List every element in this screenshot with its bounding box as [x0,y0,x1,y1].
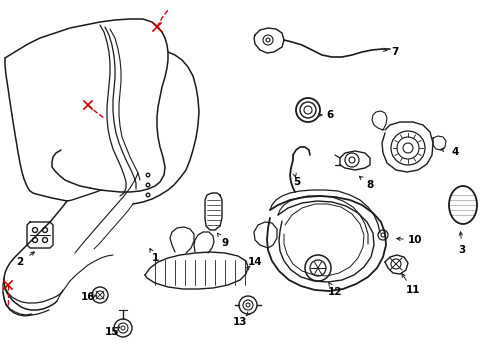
Text: 1: 1 [151,253,158,263]
Text: 11: 11 [405,285,419,295]
Text: 3: 3 [457,245,465,255]
Text: 6: 6 [325,110,333,120]
Text: 14: 14 [247,257,262,267]
Text: 12: 12 [327,287,342,297]
Text: 7: 7 [390,47,398,57]
Text: 5: 5 [293,177,300,187]
Text: 16: 16 [81,292,95,302]
Text: 2: 2 [16,257,23,267]
Text: 8: 8 [366,180,373,190]
Text: 10: 10 [407,235,421,245]
Text: 9: 9 [221,238,228,248]
Text: 15: 15 [104,327,119,337]
Text: 13: 13 [232,317,247,327]
Text: 4: 4 [450,147,458,157]
